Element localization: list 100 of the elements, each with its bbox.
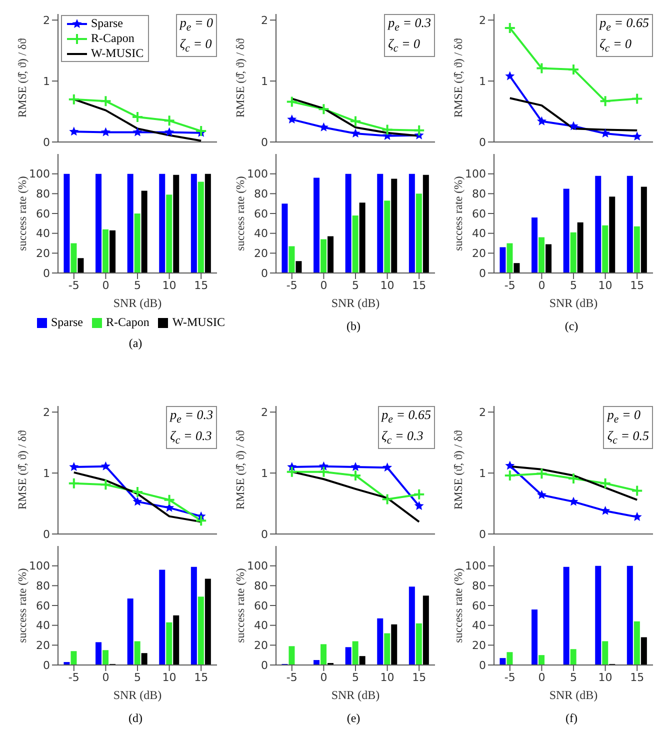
- annotation: ζ$_{c}$ = 0: [180, 36, 213, 56]
- x-tick-label: 0: [538, 278, 546, 292]
- y-tick-label: 60: [472, 207, 486, 220]
- text: (b): [346, 319, 362, 334]
- legend-label: R-Capon: [106, 315, 150, 330]
- x-axis-title: SNR (dB): [331, 296, 380, 310]
- y-tick-label: 20: [254, 247, 268, 260]
- y-tick-label: 20: [254, 639, 268, 652]
- text: (f): [564, 711, 578, 726]
- annotation: ζ$_{c}$ = 0: [388, 36, 422, 56]
- annotation: ζ$_{c}$ = 0.3: [170, 428, 213, 448]
- y-tick-label: 0: [479, 658, 486, 672]
- y-tick-label: 0: [479, 266, 486, 280]
- annotation: p$_{e}$ = 0: [607, 407, 642, 428]
- y-tick-label: 60: [36, 599, 50, 612]
- annotation: p$_{e}$ = 0: [180, 15, 213, 36]
- x-tick-label: -5: [68, 670, 80, 684]
- x-tick-label: 15: [630, 278, 644, 292]
- x-tick-label: 10: [598, 278, 612, 292]
- x-tick-label: 15: [412, 278, 426, 292]
- legend-label: W-MUSIC: [172, 315, 226, 330]
- x-tick-label: 0: [102, 278, 110, 292]
- x-tick-label: -5: [504, 278, 516, 292]
- y-tick-label: 60: [472, 599, 486, 612]
- y-axis-title: RMSE (ϑ̂, ϑ) / δϑ: [17, 38, 30, 118]
- x-tick-label: -5: [504, 670, 516, 684]
- y-axis-title: success rate (%): [17, 568, 30, 643]
- y-tick-label: 100: [247, 168, 268, 181]
- y-tick-label: 80: [36, 188, 50, 201]
- x-tick-label: -5: [68, 278, 80, 292]
- y-tick-label: 2: [261, 406, 268, 419]
- y-tick-label: 80: [254, 580, 268, 593]
- y-axis-title: success rate (%): [453, 568, 466, 643]
- y-tick-label: 80: [254, 188, 268, 201]
- annotation: ζ$_{c}$ = 0.3: [382, 428, 424, 448]
- x-tick-label: 10: [162, 278, 176, 292]
- legend-label: Sparse: [91, 16, 123, 31]
- y-tick-label: 1: [43, 74, 50, 88]
- y-tick-label: 1: [479, 74, 486, 88]
- x-axis-title: SNR (dB): [331, 688, 380, 702]
- y-tick-label: 100: [29, 168, 50, 181]
- y-axis-title: success rate (%): [17, 176, 30, 251]
- y-tick-label: 2: [479, 14, 486, 27]
- y-tick-label: 1: [479, 466, 486, 480]
- x-tick-label: 15: [412, 670, 426, 684]
- y-axis-title: success rate (%): [235, 176, 248, 251]
- y-tick-label: 20: [36, 247, 50, 260]
- text: (e): [346, 711, 362, 726]
- text: (c): [564, 319, 580, 334]
- y-tick-label: 0: [43, 266, 50, 280]
- x-tick-label: 0: [320, 670, 328, 684]
- y-tick-label: 2: [261, 14, 268, 27]
- y-tick-label: 0: [479, 136, 486, 149]
- y-tick-label: 40: [472, 227, 486, 240]
- x-tick-label: 10: [380, 278, 394, 292]
- y-tick-label: 0: [261, 136, 268, 149]
- y-tick-label: 40: [472, 619, 486, 632]
- x-axis-title: SNR (dB): [549, 688, 598, 702]
- legend-label: W-MUSIC: [91, 46, 144, 61]
- x-tick-label: 0: [538, 670, 546, 684]
- x-tick-label: -5: [286, 670, 298, 684]
- y-tick-label: 40: [36, 619, 50, 632]
- x-tick-label: 10: [598, 670, 612, 684]
- x-tick-label: 5: [134, 278, 141, 292]
- x-tick-label: 15: [194, 278, 208, 292]
- y-tick-label: 100: [465, 168, 486, 181]
- y-tick-label: 2: [479, 406, 486, 419]
- x-tick-label: 5: [570, 278, 577, 292]
- x-tick-label: 5: [352, 670, 359, 684]
- y-tick-label: 0: [43, 528, 50, 541]
- y-axis-title: success rate (%): [235, 568, 248, 643]
- y-tick-label: 1: [261, 466, 268, 480]
- x-axis-title: SNR (dB): [549, 296, 598, 310]
- x-axis-title: SNR (dB): [113, 296, 162, 310]
- y-tick-label: 100: [247, 560, 268, 573]
- y-tick-label: 2: [43, 406, 50, 419]
- y-tick-label: 2: [43, 14, 50, 27]
- y-axis-title: RMSE (ϑ̂, ϑ) / δϑ: [453, 38, 466, 118]
- y-axis-title: RMSE (ϑ̂, ϑ) / δϑ: [17, 430, 30, 510]
- y-tick-label: 60: [254, 207, 268, 220]
- y-tick-label: 60: [36, 207, 50, 220]
- y-tick-label: 40: [254, 619, 268, 632]
- y-axis-title: RMSE (ϑ̂, ϑ) / δϑ: [453, 430, 466, 510]
- x-tick-label: 5: [570, 670, 577, 684]
- x-tick-label: 0: [320, 278, 328, 292]
- x-tick-label: -5: [286, 278, 298, 292]
- annotation: p$_{e}$ = 0.3: [170, 407, 213, 428]
- annotation: ζ$_{c}$ = 0.5: [607, 428, 649, 448]
- text: (a): [128, 336, 144, 351]
- annotation: p$_{e}$ = 0.3: [388, 15, 431, 36]
- legend-label: Sparse: [51, 315, 83, 330]
- y-tick-label: 100: [465, 560, 486, 573]
- x-axis-title: SNR (dB): [113, 688, 162, 702]
- annotation: p$_{e}$ = 0.65: [600, 15, 649, 36]
- y-tick-label: 0: [43, 136, 50, 149]
- y-tick-label: 1: [43, 466, 50, 480]
- y-tick-label: 40: [254, 227, 268, 240]
- y-tick-label: 20: [472, 639, 486, 652]
- x-tick-label: 5: [352, 278, 359, 292]
- annotation: p$_{e}$ = 0.65: [382, 407, 431, 428]
